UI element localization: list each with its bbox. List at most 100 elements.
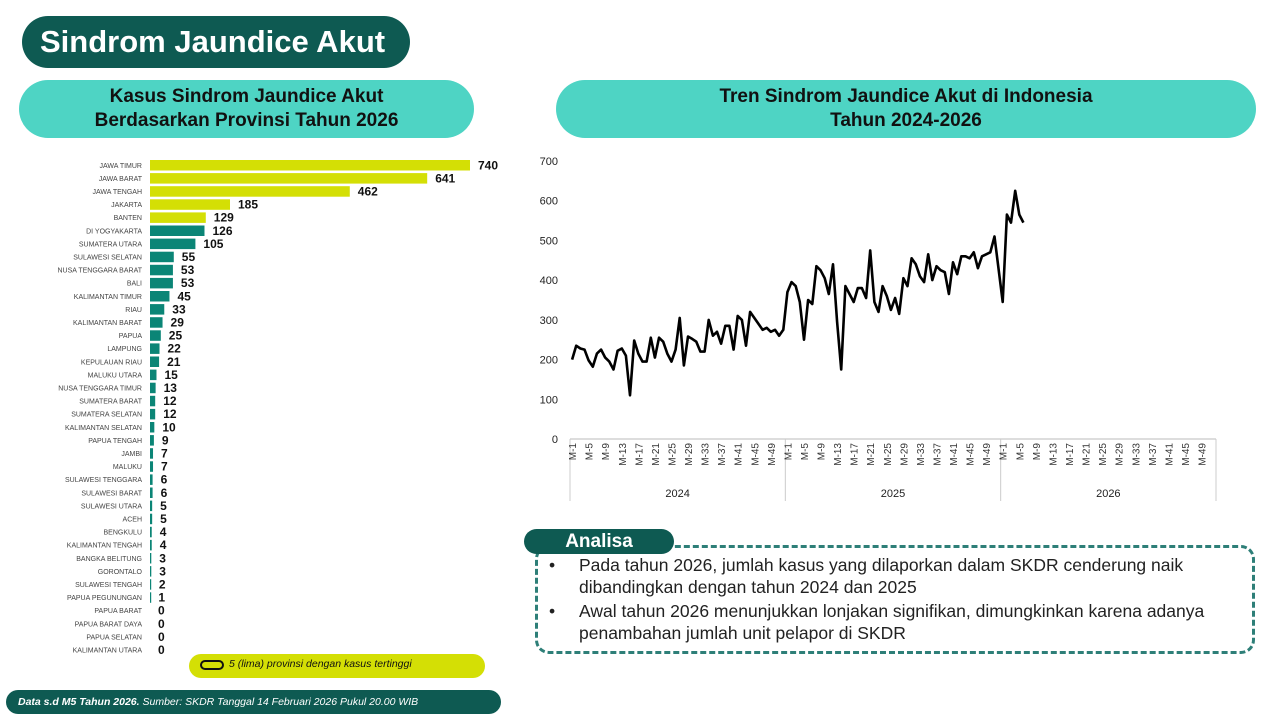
province-chart-title-line1: Kasus Sindrom Jaundice Akut: [109, 86, 384, 107]
province-bar: [150, 225, 205, 236]
province-bar: [150, 173, 428, 184]
province-value-label: 129: [214, 211, 234, 225]
footer-source: Sumber: SKDR Tanggal 14 Februari 2026 Pu…: [139, 696, 419, 708]
province-label: SULAWESI UTARA: [81, 503, 142, 510]
x-tick-label: M-1: [783, 443, 794, 461]
province-value-label: 462: [358, 184, 378, 198]
province-label: JAKARTA: [111, 202, 142, 209]
province-value-label: 641: [435, 171, 455, 185]
province-label: SULAWESI BARAT: [81, 490, 142, 497]
province-value-label: 13: [164, 381, 178, 395]
province-bar: [150, 160, 470, 171]
province-bar: [150, 343, 160, 354]
province-bar: [150, 330, 161, 341]
x-tick-label: M-41: [734, 443, 745, 466]
x-tick-label: M-17: [850, 443, 861, 466]
province-value-label: 15: [164, 368, 178, 382]
province-label: NUSA TENGGARA BARAT: [57, 268, 142, 275]
province-label: BANGKA BELITUNG: [76, 556, 142, 563]
source-footer: Data s.d M5 Tahun 2026. Sumber: SKDR Tan…: [6, 690, 501, 714]
province-label: BALI: [127, 281, 142, 288]
x-tick-label: M-29: [1115, 443, 1126, 466]
province-label: RIAU: [125, 307, 142, 314]
province-bar: [150, 579, 152, 590]
province-bar: [150, 526, 152, 538]
province-bar: [150, 422, 155, 433]
province-label: SUMATERA UTARA: [79, 241, 142, 248]
province-bar: [150, 212, 206, 223]
province-label: ACEH: [123, 516, 142, 523]
x-tick-label: M-17: [1065, 443, 1076, 466]
page-title: Sindrom Jaundice Akut: [22, 16, 410, 68]
trend-chart-title-line2: Tahun 2024-2026: [830, 110, 982, 131]
province-value-label: 7: [161, 446, 168, 460]
province-label: PAPUA BARAT DAYA: [75, 621, 143, 628]
province-label: SUMATERA BARAT: [79, 399, 142, 406]
province-value-label: 53: [181, 276, 195, 290]
x-tick-label: M-37: [1148, 443, 1159, 466]
highlight-outline-icon: [200, 660, 224, 670]
province-value-label: 3: [159, 551, 166, 565]
province-bar: [150, 408, 156, 420]
province-value-label: 53: [181, 263, 195, 277]
analysis-bullet: Pada tahun 2026, jumlah kasus yang dilap…: [549, 554, 1244, 598]
analysis-bullet: Awal tahun 2026 menunjukkan lonjakan sig…: [549, 600, 1244, 644]
province-label: DI YOGYAKARTA: [86, 228, 142, 235]
province-bar: [150, 448, 154, 459]
province-value-label: 0: [158, 630, 165, 644]
legend: 5 (lima) provinsi dengan kasus tertinggi: [189, 654, 485, 678]
province-label: JAMBI: [121, 451, 142, 458]
province-bar: [150, 199, 230, 210]
analysis-title: Analisa: [524, 529, 674, 554]
province-label: KALIMANTAN UTARA: [73, 647, 143, 654]
province-label: KALIMANTAN TIMUR: [74, 294, 142, 301]
province-label: KALIMANTAN BARAT: [73, 320, 143, 327]
x-tick-label: M-45: [1181, 443, 1192, 466]
province-value-label: 740: [478, 158, 498, 172]
x-tick-label: M-13: [833, 443, 844, 466]
analysis-box: [535, 545, 1255, 654]
province-label: PAPUA SELATAN: [86, 634, 142, 641]
province-label: GORONTALO: [98, 569, 143, 576]
province-value-label: 5: [160, 499, 167, 513]
y-tick-label: 500: [540, 235, 558, 247]
x-tick-label: M-49: [767, 443, 778, 466]
x-tick-label: M-45: [966, 443, 977, 466]
province-value-label: 185: [238, 198, 258, 212]
x-tick-label: M-13: [1048, 443, 1059, 466]
province-value-label: 25: [169, 329, 183, 343]
province-value-label: 22: [168, 342, 182, 356]
x-tick-label: M-45: [750, 443, 761, 466]
province-label: SUMATERA SELATAN: [71, 412, 142, 419]
x-tick-label: M-37: [932, 443, 943, 466]
x-tick-label: M-41: [1164, 443, 1175, 466]
trend-chart-header: Tren Sindrom Jaundice Akut di Indonesia …: [556, 80, 1256, 138]
y-tick-label: 700: [540, 156, 558, 168]
province-label: SULAWESI TENGAH: [75, 582, 142, 589]
province-chart-title-line2: Berdasarkan Provinsi Tahun 2026: [94, 110, 399, 131]
province-bar: [150, 461, 154, 472]
x-tick-label: M-49: [1198, 443, 1209, 466]
x-tick-label: M-25: [667, 443, 678, 466]
province-value-label: 4: [160, 525, 167, 539]
province-bar: [150, 539, 152, 551]
province-label: MALUKU UTARA: [88, 372, 143, 379]
province-value-label: 12: [163, 407, 177, 421]
province-bar: [150, 251, 174, 263]
province-value-label: 0: [158, 604, 165, 618]
province-bar: [150, 487, 153, 498]
province-value-label: 0: [158, 617, 165, 631]
province-label: LAMPUNG: [107, 346, 142, 353]
province-label: BANTEN: [114, 215, 142, 222]
province-value-label: 4: [160, 538, 167, 552]
province-bar: [150, 513, 153, 525]
x-tick-label: M-29: [899, 443, 910, 466]
province-value-label: 7: [161, 460, 168, 474]
province-bar: [150, 369, 157, 381]
province-label: BENGKULU: [103, 530, 142, 537]
province-value-label: 6: [161, 486, 168, 500]
province-bar: [150, 356, 160, 367]
province-label: JAWA TIMUR: [99, 163, 142, 170]
y-tick-label: 300: [540, 315, 558, 327]
